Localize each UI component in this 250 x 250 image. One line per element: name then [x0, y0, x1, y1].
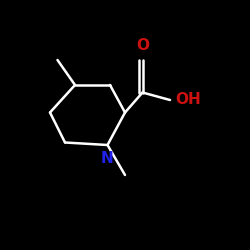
Text: OH: OH: [175, 92, 201, 108]
Text: O: O: [136, 38, 149, 52]
Text: N: N: [101, 151, 114, 166]
